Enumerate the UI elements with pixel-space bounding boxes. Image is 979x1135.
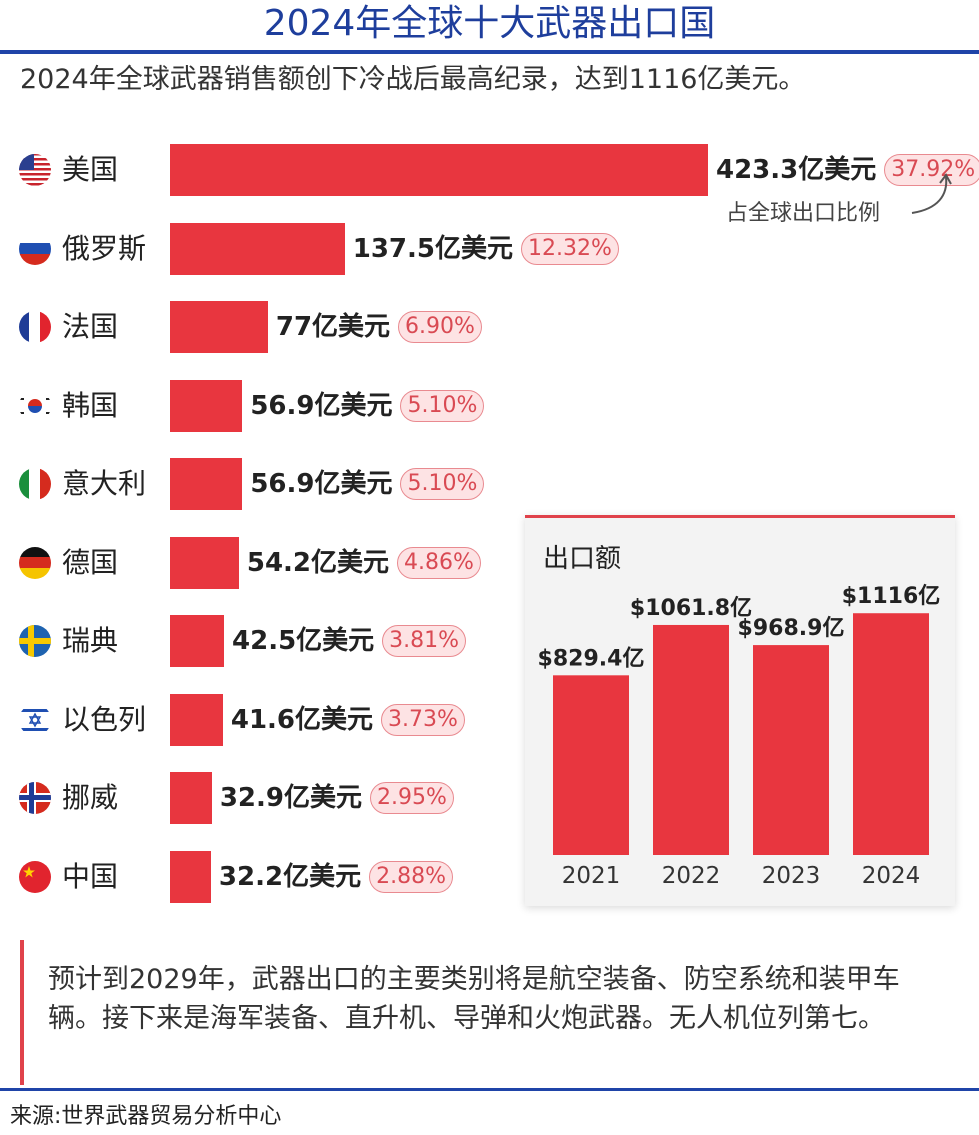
- share-badge: 6.90%: [398, 311, 482, 343]
- us-flag-icon: [18, 153, 52, 191]
- sweden-flag-icon: [18, 624, 52, 662]
- share-badge: 12.32%: [521, 232, 619, 265]
- share-badge: 3.81%: [382, 625, 467, 657]
- category-label: 韩国: [62, 388, 119, 422]
- category-label: 德国: [62, 545, 119, 579]
- share-annotation: 占全球出口比例: [726, 173, 952, 227]
- share-badge: 4.86%: [397, 546, 481, 579]
- germany-flag-icon: [18, 546, 52, 584]
- year-tick-label: 2023: [762, 863, 821, 889]
- france-flag-icon: [18, 310, 52, 348]
- source-note: 来源:世界武器贸易分析中心: [10, 1104, 282, 1129]
- yearly-exports-panel: 出口额 $829.4亿 2021 $1061.8亿 2022 $968.9亿 2023 $1…: [525, 515, 955, 906]
- share-badge: 5.10%: [400, 389, 485, 422]
- data-label: 54.2亿美元: [246, 547, 390, 578]
- year-bar: [753, 645, 829, 855]
- china-flag-icon: [18, 860, 52, 898]
- chart-bar: [170, 144, 708, 196]
- chart-bar: [170, 222, 345, 275]
- year-bar: [553, 675, 629, 855]
- chart-bar: [170, 536, 239, 589]
- forecast-note: 预计到2029年，武器出口的主要类别将是航空装备、防空系统和装甲车辆。接下来是海…: [20, 940, 959, 1085]
- category-label: 瑞典: [62, 624, 119, 657]
- year-bar: [653, 624, 729, 855]
- israel-flag-icon: [18, 703, 52, 741]
- share-badge: 2.95%: [369, 782, 454, 814]
- data-label: 56.9亿美元: [250, 469, 393, 499]
- share-badge: 3.73%: [381, 703, 465, 736]
- category-label: 挪威: [62, 781, 119, 814]
- top-exporters-chart: 美国 423.3亿美元 37.92% 俄罗斯 137.5亿美元 12.32% 法国 77亿美元…: [18, 144, 979, 903]
- page-title: 2024年全球十大武器出口国: [263, 3, 716, 44]
- category-label: 中国: [62, 859, 119, 893]
- chart-bar: [170, 693, 223, 746]
- south-korea-flag-icon: [18, 389, 52, 427]
- subtitle: 2024年全球武器销售额创下冷战后最高纪录，达到1116亿美元。: [20, 64, 806, 95]
- data-label: 423.3亿美元: [716, 155, 877, 185]
- year-bar: [853, 613, 929, 855]
- category-label: 以色列: [62, 702, 147, 736]
- year-data-label: $1116亿: [842, 584, 941, 609]
- category-label: 意大利: [62, 467, 147, 500]
- year-data-label: $829.4亿: [538, 646, 645, 671]
- share-badge: 37.92%: [884, 154, 979, 186]
- category-label: 俄罗斯: [62, 231, 147, 265]
- data-label: 32.2亿美元: [218, 861, 362, 892]
- title-divider: [0, 50, 979, 54]
- forecast-note-text: 预计到2029年，武器出口的主要类别将是航空装备、防空系统和装甲车辆。接下来是海…: [48, 964, 900, 1034]
- data-label: 56.9亿美元: [250, 390, 393, 421]
- year-tick-label: 2024: [862, 863, 921, 889]
- italy-flag-icon: [18, 467, 52, 505]
- yearly-exports-chart: $829.4亿 2021 $1061.8亿 2022 $968.9亿 2023 $1116亿…: [538, 584, 941, 889]
- category-label: 美国: [62, 153, 119, 186]
- year-tick-label: 2022: [662, 863, 721, 889]
- year-tick-label: 2021: [562, 863, 621, 889]
- year-data-label: $968.9亿: [738, 616, 845, 641]
- data-label: 77亿美元: [275, 312, 391, 342]
- chart-bar: [170, 850, 211, 903]
- data-label: 137.5亿美元: [352, 233, 513, 264]
- share-badge: 2.88%: [369, 860, 453, 893]
- inset-title: 出口额: [543, 544, 622, 574]
- norway-flag-icon: [18, 781, 52, 819]
- category-label: 法国: [62, 310, 119, 343]
- chart-bar: [170, 458, 243, 510]
- share-annotation-label: 占全球出口比例: [726, 201, 881, 226]
- curved-arrow-icon: [911, 173, 952, 214]
- share-badge: 5.10%: [400, 468, 485, 500]
- footer-divider: [0, 1088, 979, 1091]
- russia-flag-icon: [18, 232, 52, 270]
- year-data-label: $1061.8亿: [630, 596, 752, 621]
- chart-bar: [170, 615, 225, 667]
- data-label: 41.6亿美元: [230, 704, 374, 735]
- chart-bar: [170, 301, 268, 353]
- chart-bar: [170, 772, 212, 824]
- data-label: 42.5亿美元: [232, 626, 375, 656]
- chart-bar: [170, 379, 243, 432]
- data-label: 32.9亿美元: [219, 783, 362, 813]
